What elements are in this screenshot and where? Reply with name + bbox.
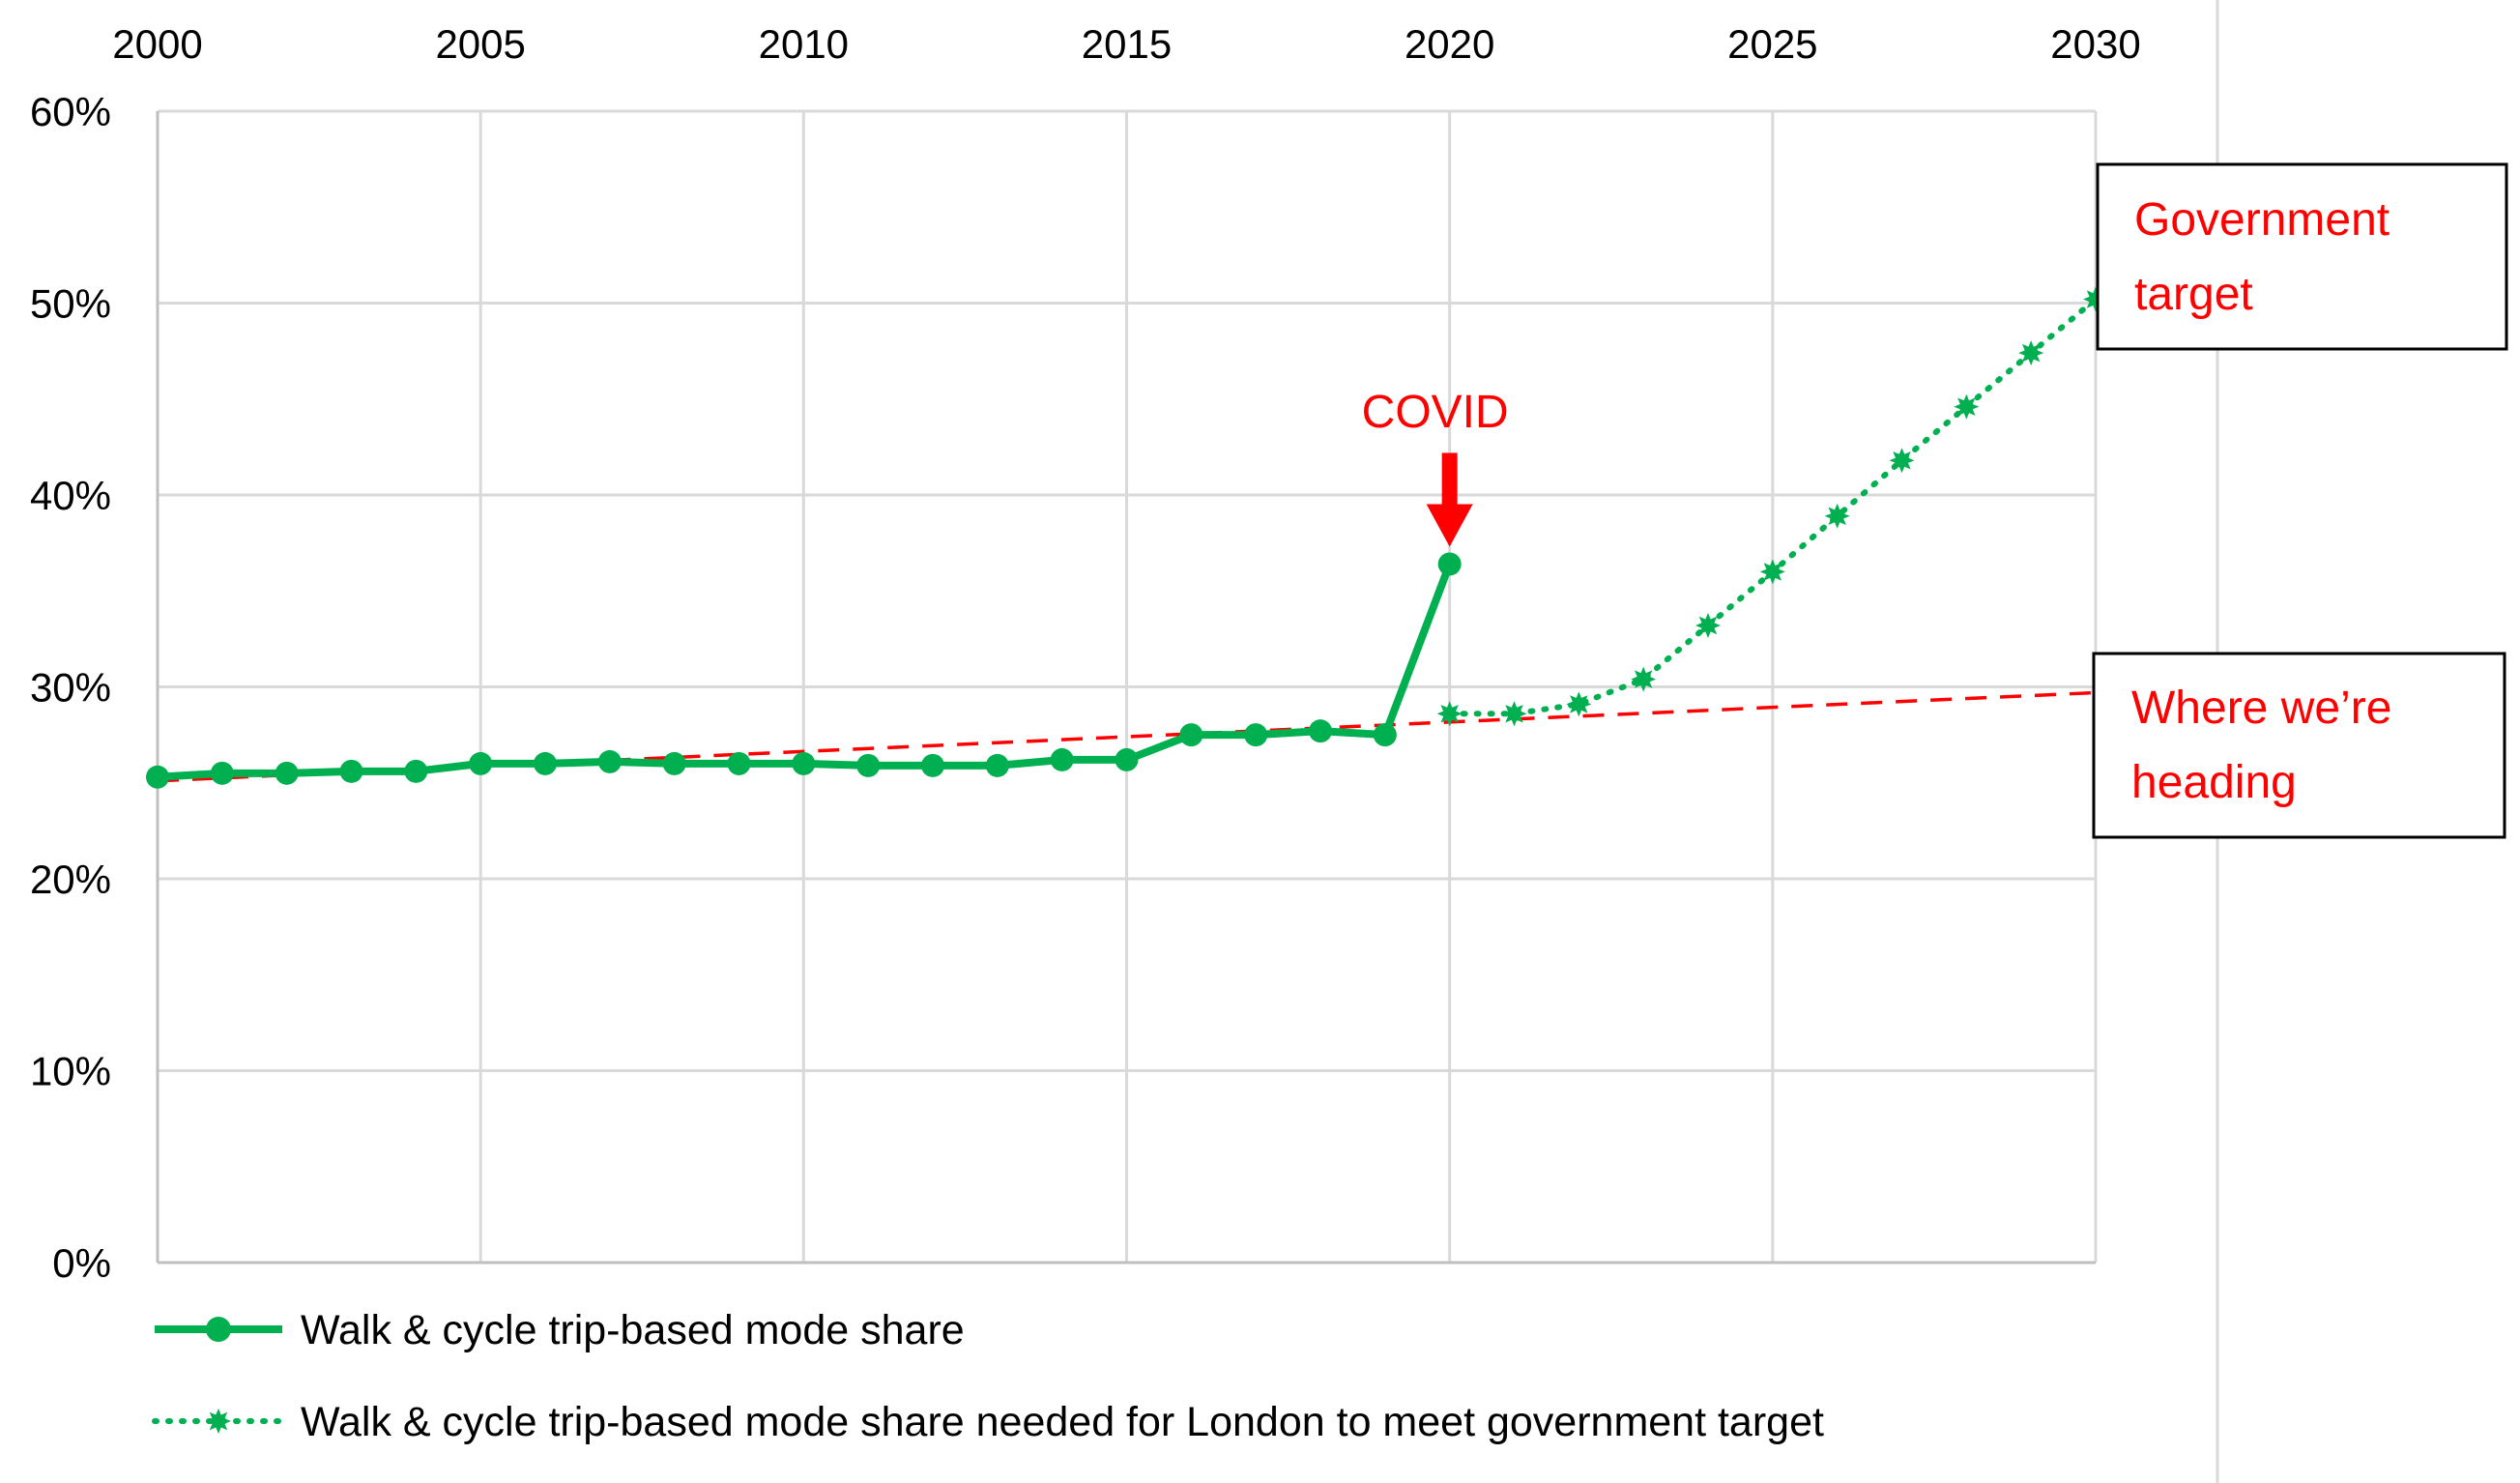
legend-item-target: Walk & cycle trip-based mode share neede…	[152, 1399, 1824, 1445]
gridlines	[158, 109, 2098, 1263]
x-tick-labels: 2000 2005 2010 2015 2020 2025 2030	[112, 21, 2140, 67]
y-tick-label: 0%	[52, 1240, 111, 1286]
data-point	[2018, 340, 2044, 366]
x-tick-label: 2015	[1082, 21, 1172, 67]
covid-arrow-head	[1426, 504, 1473, 547]
x-tick-label: 2025	[1727, 21, 1817, 67]
data-point	[469, 751, 493, 775]
data-point	[1050, 747, 1074, 771]
legend-label-actual: Walk & cycle trip-based mode share	[301, 1307, 965, 1353]
data-point	[1309, 719, 1332, 743]
data-point	[275, 761, 299, 785]
data-point	[1631, 666, 1657, 692]
data-point	[662, 751, 686, 775]
data-point	[921, 753, 944, 777]
government-target-frame	[2096, 162, 2508, 351]
data-point	[1373, 723, 1397, 747]
government-target-label-line2: target	[2134, 269, 2253, 320]
covid-annotation: COVID	[1362, 387, 1509, 547]
x-tick-label: 2020	[1405, 21, 1494, 67]
data-point	[1179, 723, 1203, 747]
x-tick-label: 2005	[435, 21, 525, 67]
data-point	[1759, 559, 1785, 585]
government-target-box: Government target	[2096, 162, 2508, 351]
heading-box: Where we’re heading	[2092, 652, 2506, 839]
data-point	[1889, 448, 1915, 474]
data-point	[1566, 691, 1592, 717]
legend-label-target: Walk & cycle trip-based mode share neede…	[301, 1399, 1824, 1445]
data-point	[1244, 723, 1268, 747]
data-point	[1695, 613, 1721, 638]
covid-arrow-shaft	[1441, 452, 1458, 507]
data-point	[856, 753, 881, 777]
covid-arrow-icon	[1426, 452, 1473, 547]
y-tick-label: 50%	[30, 281, 111, 327]
heading-label-line1: Where we’re	[2131, 683, 2391, 734]
data-point	[1954, 393, 1980, 420]
x-tick-label: 2000	[112, 21, 202, 67]
data-point	[792, 751, 816, 775]
data-point	[1824, 503, 1850, 529]
data-point	[404, 759, 428, 783]
data-point	[1501, 701, 1527, 727]
legend-marker-target	[206, 1409, 231, 1434]
covid-label: COVID	[1362, 387, 1509, 438]
y-tick-label: 60%	[30, 89, 111, 134]
x-tick-label: 2030	[2050, 21, 2140, 67]
data-point	[1115, 747, 1139, 771]
legend-item-actual: Walk & cycle trip-based mode share	[155, 1307, 965, 1353]
y-tick-label: 30%	[30, 665, 111, 711]
x-tick-label: 2010	[759, 21, 849, 67]
data-point	[727, 751, 751, 775]
y-tick-labels: 0% 10% 20% 30% 40% 50% 60%	[30, 89, 111, 1286]
government-target-label-line1: Government	[2134, 194, 2390, 246]
legend: Walk & cycle trip-based mode share Walk …	[152, 1307, 1824, 1445]
heading-label-line2: heading	[2131, 757, 2297, 808]
data-point	[1437, 552, 1462, 576]
series-points-actual-mode-share	[146, 552, 1462, 789]
data-point	[1436, 701, 1463, 727]
y-tick-label: 20%	[30, 857, 111, 902]
legend-marker-actual	[206, 1317, 231, 1342]
data-point	[534, 751, 557, 775]
y-tick-label: 40%	[30, 473, 111, 518]
data-point	[339, 759, 363, 783]
legend-star-marker	[206, 1409, 231, 1434]
heading-frame	[2092, 652, 2506, 839]
data-point	[985, 753, 1009, 777]
y-tick-label: 10%	[30, 1049, 111, 1094]
data-point	[210, 761, 234, 785]
data-point	[597, 749, 622, 773]
data-point	[146, 765, 169, 789]
